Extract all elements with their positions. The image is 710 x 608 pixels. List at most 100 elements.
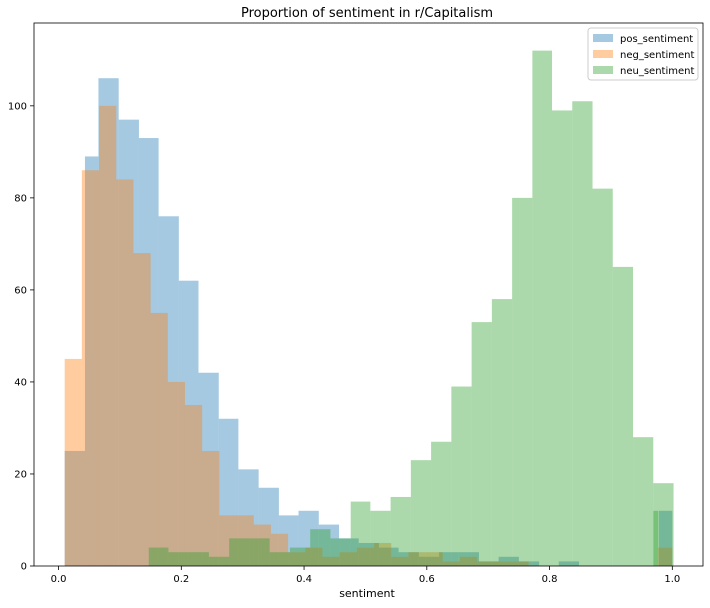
- bar-neg-sentiment: [477, 561, 495, 566]
- bar-neu-sentiment: [612, 266, 634, 566]
- bar-neu-sentiment: [370, 510, 391, 566]
- bar-neg-sentiment: [133, 253, 151, 566]
- bar-neg-sentiment: [99, 105, 117, 566]
- bar-neg-sentiment: [167, 381, 185, 566]
- bar-neu-sentiment: [168, 552, 189, 566]
- bar-neu-sentiment: [552, 110, 573, 567]
- bar-pos-sentiment: [439, 552, 459, 566]
- bar-neg-sentiment: [356, 547, 375, 566]
- bar-neg-sentiment: [202, 450, 220, 566]
- bar-neg-sentiment: [219, 515, 237, 566]
- bar-neu-sentiment: [310, 529, 331, 566]
- bar-neu-sentiment: [653, 483, 674, 566]
- bar-pos-sentiment: [339, 538, 359, 566]
- x-axis-label: sentiment: [339, 587, 395, 600]
- bar-neg-sentiment: [150, 312, 168, 566]
- bar-neu-sentiment: [532, 50, 553, 567]
- x-tick-label: 1.0: [664, 574, 680, 585]
- bar-pos-sentiment: [498, 556, 519, 566]
- bar-pos-sentiment: [298, 510, 319, 566]
- y-tick-label: 60: [14, 285, 27, 296]
- axes: 0.0 0.2 0.4 0.6 0.8 1.0 0 20 40 60 80 100: [8, 22, 704, 585]
- bar-neg-sentiment: [339, 552, 357, 566]
- bar-neg-sentiment: [511, 561, 529, 566]
- bar-neu-sentiment: [653, 510, 659, 566]
- bar-pos-sentiment: [518, 561, 540, 566]
- bar-neg-sentiment: [116, 179, 134, 566]
- bar-neu-sentiment: [633, 437, 654, 566]
- bar-neg-sentiment: [322, 556, 340, 566]
- bar-neu-sentiment: [471, 322, 492, 566]
- bar-pos-sentiment: [158, 216, 179, 566]
- bar-neg-sentiment: [374, 542, 392, 566]
- bar-pos-sentiment: [178, 280, 199, 566]
- legend-swatch: [593, 50, 613, 58]
- bar-neg-sentiment: [459, 556, 478, 566]
- bar-neg-sentiment: [253, 524, 271, 566]
- bar-neg-sentiment: [305, 547, 323, 566]
- bar-neg-sentiment: [81, 170, 100, 566]
- series-pos-sentiment: [64, 78, 673, 567]
- bar-pos-sentiment: [198, 372, 219, 566]
- y-tick-label: 100: [8, 101, 27, 112]
- bar-neg-sentiment: [494, 561, 512, 566]
- legend-swatch: [593, 66, 613, 74]
- bar-neu-sentiment: [330, 538, 351, 566]
- bar-pos-sentiment: [238, 469, 259, 566]
- legend: pos_sentiment neg_sentiment neu_sentiment: [587, 27, 699, 81]
- bar-neu-sentiment: [512, 197, 533, 567]
- y-tick-label: 40: [14, 377, 27, 388]
- bar-neg-sentiment: [236, 515, 254, 566]
- series-neg-sentiment: [64, 105, 673, 566]
- bar-neg-sentiment: [658, 547, 673, 566]
- bar-neg-sentiment: [288, 552, 306, 566]
- bar-neg-sentiment: [442, 561, 460, 566]
- bar-pos-sentiment: [478, 561, 499, 566]
- bar-neu-sentiment: [148, 547, 169, 566]
- legend-label: pos_sentiment: [620, 34, 693, 45]
- bar-neg-sentiment: [64, 358, 82, 566]
- bar-neu-sentiment: [249, 538, 270, 566]
- bar-neu-sentiment: [269, 552, 290, 566]
- bar-pos-sentiment: [458, 552, 479, 566]
- x-tick-label: 0.2: [173, 574, 189, 585]
- bar-neu-sentiment: [289, 547, 311, 566]
- bar-neu-sentiment: [188, 552, 209, 566]
- bar-pos-sentiment: [138, 138, 159, 567]
- x-tick-label: 0.4: [296, 574, 312, 585]
- x-tick-label: 0.0: [51, 574, 67, 585]
- bar-neg-sentiment: [391, 556, 409, 566]
- x-tick-label: 0.6: [419, 574, 435, 585]
- bar-pos-sentiment: [358, 542, 379, 566]
- bar-neu-sentiment: [431, 441, 452, 566]
- bar-pos-sentiment: [84, 156, 99, 566]
- bar-pos-sentiment: [118, 119, 139, 566]
- bar-pos-sentiment: [378, 547, 399, 566]
- bar-neu-sentiment: [451, 386, 472, 566]
- bar-neu-sentiment: [410, 460, 432, 566]
- bar-pos-sentiment: [558, 561, 580, 566]
- chart-title: Proportion of sentiment in r/Capitalism: [241, 6, 493, 21]
- series-neu-sentiment: [148, 50, 674, 567]
- bar-pos-sentiment: [418, 556, 440, 566]
- legend-swatch: [593, 34, 613, 42]
- bar-pos-sentiment: [64, 450, 85, 566]
- y-tick-label: 0: [21, 562, 27, 573]
- bar-pos-sentiment: [218, 418, 239, 566]
- bar-neu-sentiment: [350, 501, 371, 566]
- bar-neg-sentiment: [270, 533, 289, 566]
- bar-neu-sentiment: [491, 299, 513, 566]
- x-tick-label: 0.8: [542, 574, 558, 585]
- bar-neu-sentiment: [572, 101, 593, 566]
- bar-pos-sentiment: [398, 552, 419, 566]
- bar-neu-sentiment: [229, 538, 250, 566]
- y-tick-label: 20: [14, 469, 27, 480]
- bar-neu-sentiment: [208, 556, 230, 566]
- bar-neg-sentiment: [408, 552, 426, 566]
- bar-neu-sentiment: [390, 496, 411, 566]
- legend-label: neg_sentiment: [620, 50, 694, 61]
- legend-label: neu_sentiment: [620, 66, 694, 77]
